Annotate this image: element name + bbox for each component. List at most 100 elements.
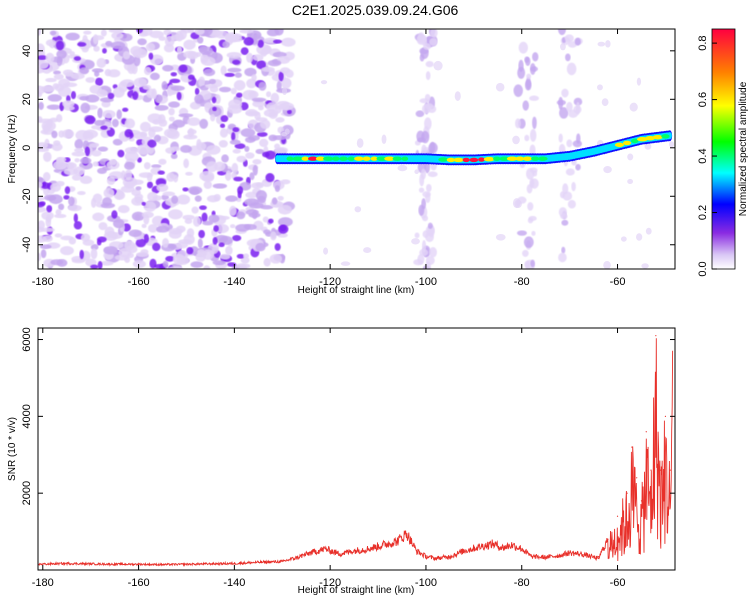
spectrogram-noise-blob: [170, 34, 185, 41]
snr-point: [353, 550, 355, 552]
snr-point: [324, 548, 326, 550]
spectrogram-noise-blob: [244, 145, 250, 153]
spectrogram-noise-blob: [103, 246, 118, 255]
spectrogram-noise-blob: [381, 134, 387, 145]
spectrogram-noise-blob: [62, 100, 75, 108]
spectrogram-noise-blob: [527, 217, 534, 224]
spectrogram-noise-blob: [425, 61, 434, 68]
spectrogram-noise-blob: [194, 29, 205, 35]
snr-x-tick-label: -60: [610, 577, 626, 589]
spectrogram-noise-blob: [356, 138, 364, 148]
spectrogram-noise-blob: [149, 258, 157, 269]
spectrogram-noise-blob: [133, 77, 147, 88]
spectrogram-noise-blob: [255, 148, 265, 155]
spectrogram-noise-blob: [80, 102, 91, 114]
spectrogram-noise-blob: [245, 152, 255, 159]
spectrogram-noise-blob: [278, 71, 284, 82]
spectrogram-noise-blob: [185, 171, 193, 176]
spectrogram-noise-blob: [147, 223, 158, 233]
spectrogram-noise-blob: [245, 223, 257, 231]
snr-x-tick-label: -100: [415, 577, 437, 589]
spectrogram-noise-blob: [620, 236, 627, 242]
spectrogram-noise-blob: [234, 72, 242, 78]
spectrogram-noise-blob: [134, 196, 142, 204]
spectrogram-noise-blob: [97, 167, 107, 175]
ridge-hotspot: [515, 156, 525, 161]
spectrogram-noise-blob: [261, 66, 275, 72]
spectrogram-noise-blob: [183, 158, 190, 169]
spectrogram-noise-blob: [215, 223, 229, 234]
spectrogram-noise-blob: [113, 218, 125, 229]
spectrogram-noise-blob: [152, 119, 161, 125]
snr-point: [463, 550, 465, 552]
spectrogram-noise-blob: [421, 144, 427, 156]
spectrogram-noise-blob: [135, 238, 147, 248]
spectrogram-noise-blob: [162, 64, 174, 72]
spectrogram-noise-blob: [272, 39, 283, 44]
spectrogram-noise-blob: [529, 128, 537, 142]
spectrogram-noise-blob: [225, 195, 238, 202]
chart-title: C2E1.2025.039.09.24.G06: [292, 2, 459, 18]
spectrogram-noise-blob: [136, 252, 149, 258]
ridge-hotspot: [370, 156, 378, 161]
spectrogram-noise-blob: [454, 91, 461, 101]
spectrogram-noise-blob: [265, 91, 272, 98]
spectrogram-noise-blob: [526, 184, 533, 194]
spectrogram-noise-blob: [199, 98, 205, 104]
snr-point: [367, 548, 370, 550]
spectrogram-noise-blob: [239, 29, 254, 34]
spectrogram-noise-blob: [50, 259, 64, 266]
spectrogram-noise-blob: [49, 30, 57, 36]
spectrogram-noise-blob: [124, 129, 133, 138]
signal-ridge: [275, 130, 673, 166]
spectrogram-noise-blob: [232, 127, 240, 133]
spectrogram-noise-blob: [115, 190, 126, 200]
spectrogram-noise-blob: [558, 96, 564, 110]
spectrogram-noise-blob: [89, 84, 102, 94]
spectrogram-noise-blob: [236, 155, 247, 163]
spectrogram-noise-blob: [182, 187, 189, 192]
spectrogram-noise-blob: [40, 85, 55, 93]
snr-point: [626, 492, 628, 494]
spectrogram-noise-blob: [124, 151, 139, 162]
spectrogram-noise-blob: [51, 130, 58, 139]
spectrogram-noise-blob: [512, 135, 520, 145]
snr-point: [583, 554, 585, 556]
spectrogram-noise-blob: [58, 86, 72, 97]
ridge-hotspot: [614, 142, 625, 148]
colorbar-gradient: [711, 28, 736, 270]
spectrogram-noise-blob: [63, 195, 70, 200]
colorbar-tick-label: 0.8: [697, 35, 709, 50]
spectrogram-noise-blob: [147, 191, 158, 202]
spectrogram-noise-blob: [433, 60, 443, 71]
spectrogram-noise-blob: [74, 147, 84, 153]
noise-layer: [38, 29, 674, 269]
snr-point: [511, 544, 513, 546]
spectrogram-noise-blob: [263, 229, 272, 235]
spectrogram-noise-blob: [199, 118, 209, 129]
spectrogram-noise-blob: [567, 41, 577, 48]
spectrogram-noise-blob: [64, 186, 71, 195]
snr-y-tick-label: 4000: [21, 404, 33, 428]
spectrogram-noise-blob: [566, 62, 577, 76]
spectrogram-noise-blob: [267, 59, 282, 67]
spectrogram-noise-blob: [111, 210, 118, 219]
snr-point: [640, 500, 643, 502]
spectrogram-noise-blob: [198, 229, 205, 239]
spectrogram-noise-blob: [425, 225, 435, 236]
spectrogram-noise-blob: [83, 129, 99, 139]
spectrogram-noise-blob: [45, 39, 57, 47]
spectrogram-noise-blob: [627, 178, 634, 185]
snr-point: [478, 546, 480, 548]
spectrogram-noise-blob: [68, 237, 77, 245]
spectrogram-noise-blob: [68, 196, 75, 206]
spectrogram-noise-blob: [418, 204, 425, 216]
spectrogram-noise-blob: [286, 109, 292, 115]
snr-x-label: Height of straight line (km): [298, 585, 415, 596]
spectrogram-noise-blob: [79, 95, 89, 101]
spectrogram-noise-blob: [524, 56, 530, 63]
ridge-hotspot: [308, 156, 318, 161]
ridge-hotspot: [347, 156, 355, 161]
spectrogram-noise-blob: [237, 186, 244, 195]
spectrogram-noise-blob: [100, 29, 107, 37]
